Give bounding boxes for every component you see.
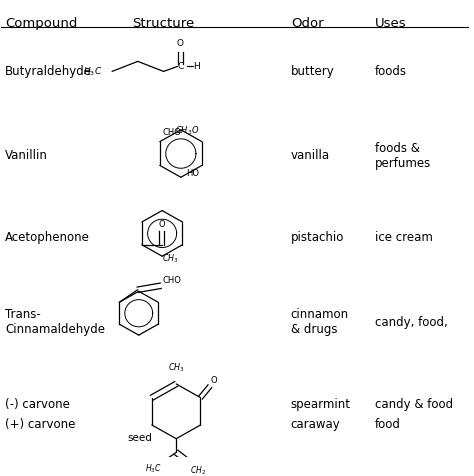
Text: Butyraldehyde: Butyraldehyde bbox=[5, 65, 92, 78]
Text: Vanillin: Vanillin bbox=[5, 149, 48, 162]
Text: Odor: Odor bbox=[291, 17, 323, 30]
Text: buttery: buttery bbox=[291, 65, 335, 78]
Text: Acetophenone: Acetophenone bbox=[5, 231, 90, 245]
Text: $H_3C$: $H_3C$ bbox=[146, 462, 162, 475]
Text: CHO: CHO bbox=[162, 128, 181, 137]
Text: caraway: caraway bbox=[291, 417, 341, 431]
Text: (+) carvone: (+) carvone bbox=[5, 417, 76, 431]
Text: $CH_3$: $CH_3$ bbox=[168, 361, 184, 374]
Text: spearmint: spearmint bbox=[291, 398, 351, 411]
Text: Trans-
Cinnamaldehyde: Trans- Cinnamaldehyde bbox=[5, 308, 105, 337]
Text: Uses: Uses bbox=[375, 17, 407, 30]
Text: $CH_2$: $CH_2$ bbox=[190, 464, 206, 476]
Text: HO: HO bbox=[187, 169, 200, 178]
Text: cinnamon
& drugs: cinnamon & drugs bbox=[291, 308, 349, 337]
Text: CHO: CHO bbox=[162, 276, 181, 285]
Text: candy, food,: candy, food, bbox=[375, 316, 448, 329]
Text: O: O bbox=[211, 376, 218, 385]
Text: foods &
perfumes: foods & perfumes bbox=[375, 142, 431, 170]
Text: $H_3C$: $H_3C$ bbox=[82, 65, 102, 78]
Text: candy & food: candy & food bbox=[375, 398, 453, 411]
Text: $CH_3$: $CH_3$ bbox=[163, 252, 179, 265]
Text: O: O bbox=[177, 39, 184, 48]
Text: Compound: Compound bbox=[5, 17, 78, 30]
Text: O: O bbox=[158, 220, 165, 229]
Text: ice cream: ice cream bbox=[375, 231, 433, 245]
Text: foods: foods bbox=[375, 65, 407, 78]
Text: $CH_3O$: $CH_3O$ bbox=[175, 125, 200, 137]
Text: H: H bbox=[193, 62, 200, 71]
Text: food: food bbox=[375, 417, 401, 431]
Text: pistachio: pistachio bbox=[291, 231, 344, 245]
Text: C: C bbox=[178, 62, 184, 71]
Text: Structure: Structure bbox=[132, 17, 194, 30]
Text: seed: seed bbox=[127, 433, 152, 443]
Text: (-) carvone: (-) carvone bbox=[5, 398, 70, 411]
Text: vanilla: vanilla bbox=[291, 149, 330, 162]
